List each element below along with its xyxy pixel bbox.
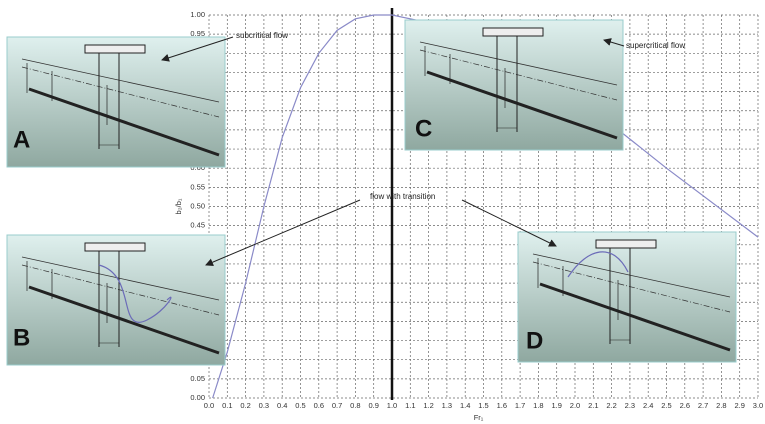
chart: 0.000.050.100.150.200.250.300.350.400.45…: [0, 0, 765, 424]
x-tick-label: 0.1: [222, 401, 232, 410]
panel-d: D: [518, 232, 736, 362]
x-tick-label: 1.7: [515, 401, 525, 410]
x-tick-label: 0.5: [295, 401, 305, 410]
x-tick-label: 0.3: [259, 401, 269, 410]
x-tick-label: 2.1: [588, 401, 598, 410]
panel-a: A: [7, 37, 225, 167]
x-tick-label: 2.0: [570, 401, 580, 410]
x-tick-label: 2.8: [716, 401, 726, 410]
x-tick-label: 2.4: [643, 401, 653, 410]
x-tick-label: 0.9: [368, 401, 378, 410]
x-tick-label: 0.0: [204, 401, 214, 410]
x-tick-label: 1.2: [423, 401, 433, 410]
x-tick-label: 1.4: [460, 401, 470, 410]
annotation: supercritical flow: [626, 41, 685, 50]
x-tick-label: 1.9: [551, 401, 561, 410]
panel-label: A: [13, 126, 30, 153]
x-tick-label: 1.5: [478, 401, 488, 410]
y-tick-label: 0.45: [190, 221, 205, 230]
y-tick-label: 0.50: [190, 201, 205, 210]
panel-label: D: [526, 327, 543, 354]
y-tick-label: 1.00: [190, 10, 205, 19]
x-tick-label: 0.4: [277, 401, 287, 410]
y-tick-label: 0.55: [190, 182, 205, 191]
x-tick-label: 1.3: [442, 401, 452, 410]
x-tick-label: 0.8: [350, 401, 360, 410]
annotation: flow with transition: [370, 192, 435, 201]
x-tick-label: 2.2: [606, 401, 616, 410]
x-tick-label: 2.9: [734, 401, 744, 410]
x-tick-label: 2.7: [698, 401, 708, 410]
x-tick-label: 3.0: [753, 401, 763, 410]
x-tick-label: 1.1: [405, 401, 415, 410]
x-tick-label: 2.6: [680, 401, 690, 410]
x-tick-label: 1.6: [497, 401, 507, 410]
y-axis-label: b₂/b₁: [174, 198, 183, 214]
x-tick-label: 0.6: [314, 401, 324, 410]
x-tick-label: 1.8: [533, 401, 543, 410]
x-tick-label: 0.7: [332, 401, 342, 410]
x-tick-label: 1.0: [387, 401, 397, 410]
panel-label: B: [13, 324, 30, 351]
y-tick-label: 0.05: [190, 374, 205, 383]
x-axis-label: Fr₁: [474, 413, 484, 422]
x-tick-label: 2.3: [625, 401, 635, 410]
x-tick-label: 0.2: [240, 401, 250, 410]
panel-b: B: [7, 235, 225, 365]
annotation-arrow: [462, 200, 556, 246]
annotation: subcritical flow: [236, 31, 288, 40]
panel-c: C: [405, 20, 623, 150]
panel-label: C: [415, 115, 432, 142]
x-tick-label: 2.5: [661, 401, 671, 410]
